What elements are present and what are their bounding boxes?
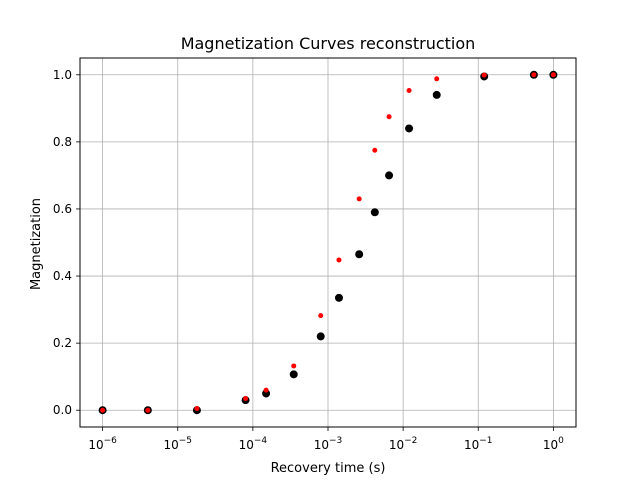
series-1	[100, 72, 556, 413]
data-point	[386, 114, 392, 120]
data-point	[531, 72, 537, 78]
y-tick-label: 0.6	[53, 202, 72, 216]
x-tick-label: 10−4	[239, 436, 268, 452]
data-point	[355, 250, 364, 259]
data-point	[434, 76, 440, 82]
y-axis-label: Magnetization	[29, 198, 44, 290]
x-axis-label: Recovery time (s)	[271, 461, 386, 476]
grid	[80, 58, 576, 427]
data-point	[356, 196, 362, 202]
x-tick-label: 100	[543, 436, 564, 452]
data-point	[406, 88, 412, 94]
data-point	[481, 72, 487, 78]
y-tick-label: 0.4	[53, 269, 72, 283]
data-point	[289, 370, 298, 379]
chart-title: Magnetization Curves reconstruction	[181, 34, 476, 53]
data-point	[318, 313, 324, 319]
y-tick-label: 1.0	[53, 68, 72, 82]
y-tick-label: 0.2	[53, 336, 72, 350]
x-tick-label: 10−6	[88, 436, 117, 452]
x-tick-label: 10−2	[389, 436, 418, 452]
data-point	[336, 257, 342, 263]
data-point	[291, 363, 297, 369]
x-tick-label: 10−5	[163, 436, 192, 452]
data-point	[385, 171, 394, 180]
data-point	[316, 332, 325, 341]
y-tick-label: 0.8	[53, 135, 72, 149]
x-tick-label: 10−3	[314, 436, 343, 452]
data-point	[405, 124, 414, 133]
data-point	[100, 407, 106, 413]
x-tick-label: 10−1	[464, 436, 493, 452]
data-point	[372, 147, 378, 153]
data-point	[550, 72, 556, 78]
data-point	[334, 293, 343, 302]
data-point	[263, 387, 269, 393]
data-point	[145, 407, 151, 413]
series-0	[98, 70, 558, 415]
data-points	[98, 70, 558, 415]
ticks: 10−6 10−5 10−4 10−3 10−2 10−1 100 0.0 0.2 0.4 0.6 0…	[53, 68, 564, 452]
data-point	[370, 208, 379, 217]
data-point	[243, 395, 249, 401]
data-point	[194, 406, 200, 412]
data-point	[432, 90, 441, 99]
y-tick-label: 0.0	[53, 403, 72, 417]
